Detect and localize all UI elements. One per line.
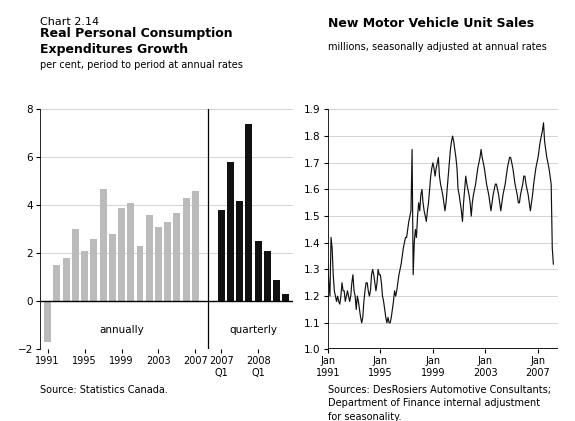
- Bar: [44, 301, 51, 342]
- Bar: [81, 251, 88, 301]
- Bar: [255, 241, 262, 301]
- Bar: [246, 124, 252, 301]
- Text: quarterly: quarterly: [229, 325, 278, 335]
- Bar: [136, 246, 143, 301]
- Bar: [273, 280, 280, 301]
- Text: Real Personal Consumption
Expenditures Growth: Real Personal Consumption Expenditures G…: [40, 27, 233, 56]
- Bar: [63, 258, 70, 301]
- Bar: [192, 191, 199, 301]
- Bar: [236, 201, 243, 301]
- Text: per cent, period to period at annual rates: per cent, period to period at annual rat…: [40, 60, 243, 70]
- Text: New Motor Vehicle Unit Sales: New Motor Vehicle Unit Sales: [328, 17, 534, 30]
- Text: Chart 2.14: Chart 2.14: [40, 17, 99, 27]
- Bar: [264, 251, 271, 301]
- Text: Sources: DesRosiers Automotive Consultants;
Department of Finance internal adjus: Sources: DesRosiers Automotive Consultan…: [328, 385, 551, 421]
- Bar: [227, 162, 234, 301]
- Bar: [118, 208, 125, 301]
- Bar: [145, 215, 153, 301]
- Bar: [90, 239, 97, 301]
- Text: annually: annually: [99, 325, 144, 335]
- Bar: [109, 234, 116, 301]
- Bar: [282, 294, 289, 301]
- Bar: [72, 229, 79, 301]
- Bar: [164, 222, 171, 301]
- Bar: [218, 210, 225, 301]
- Bar: [127, 203, 134, 301]
- Text: millions, seasonally adjusted at annual rates: millions, seasonally adjusted at annual …: [328, 42, 546, 52]
- Bar: [183, 198, 190, 301]
- Bar: [99, 189, 106, 301]
- Bar: [53, 265, 60, 301]
- Text: Source: Statistics Canada.: Source: Statistics Canada.: [40, 385, 168, 395]
- Bar: [174, 213, 181, 301]
- Bar: [155, 227, 162, 301]
